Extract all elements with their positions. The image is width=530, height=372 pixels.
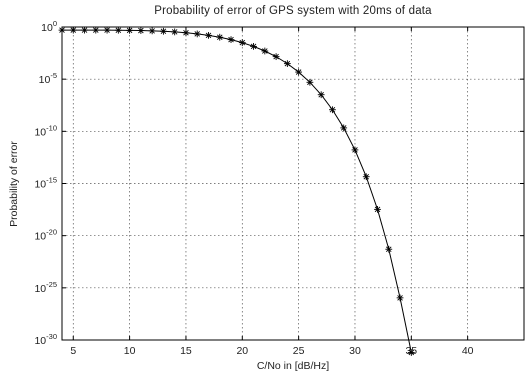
data-point-marker [227, 36, 235, 44]
y-tick-base: 10 [34, 126, 46, 138]
y-tick-label: 100 [41, 19, 57, 34]
y-tick-base: 10 [34, 231, 46, 243]
data-point-marker [92, 26, 100, 34]
grid [62, 26, 524, 341]
y-tick-exponent: -20 [46, 228, 57, 237]
x-tick-label: 5 [70, 345, 76, 357]
data-point-marker [295, 68, 303, 76]
data-point-marker [306, 78, 314, 86]
data-point-marker [160, 27, 167, 35]
y-tick-label: 10-5 [39, 71, 57, 86]
y-tick-label: 10-30 [34, 332, 57, 347]
data-point-marker [261, 47, 269, 55]
data-point-marker [126, 26, 134, 34]
y-tick-base: 10 [41, 22, 53, 34]
data-point-marker [385, 245, 393, 253]
y-tick-exponent: -10 [46, 123, 57, 132]
data-point-marker [103, 26, 111, 34]
chart-title: Probability of error of GPS system with … [154, 5, 432, 17]
data-point-marker [69, 26, 77, 34]
y-tick-exponent: -30 [46, 332, 57, 341]
x-axis-label: C/No in [dB/Hz] [257, 360, 329, 372]
y-tick-label: 10-15 [34, 176, 57, 191]
data-point-marker [81, 26, 88, 34]
data-point-marker [250, 43, 257, 50]
data-point-marker [362, 173, 370, 181]
y-tick-exponent: 0 [53, 19, 57, 28]
y-tick-exponent: -15 [46, 176, 57, 185]
x-tick-label: 30 [349, 345, 361, 357]
data-point-marker [137, 27, 145, 34]
data-point-marker [114, 26, 122, 34]
data-point-marker [283, 60, 291, 68]
data-point-marker [351, 146, 359, 154]
data-point-marker [216, 33, 224, 41]
y-tick-label: 10-25 [34, 280, 57, 295]
y-tick-base: 10 [34, 179, 46, 191]
data-point-marker [182, 29, 190, 37]
data-point-marker [238, 39, 246, 47]
x-tick-label: 40 [462, 345, 474, 357]
series [58, 26, 415, 356]
x-tick-label: 20 [236, 345, 248, 357]
data-point-marker [171, 28, 179, 36]
x-tick-label: 15 [180, 345, 192, 357]
data-point-marker [193, 30, 201, 38]
data-point-marker [340, 124, 348, 132]
y-tick-base: 10 [34, 283, 46, 295]
data-point-marker [317, 91, 325, 99]
y-tick-exponent: -25 [46, 280, 57, 289]
data-point-marker [272, 53, 280, 61]
data-point-marker [407, 349, 415, 356]
y-tick-label: 10-20 [34, 228, 57, 243]
y-tick-label: 10-10 [34, 123, 57, 138]
data-point-marker [205, 31, 212, 39]
data-point-marker [58, 26, 66, 34]
data-point-marker [148, 27, 156, 35]
x-tick-label: 10 [124, 345, 136, 357]
y-tick-base: 10 [34, 335, 46, 347]
x-axis: 5 10 15 20 25 30 35 40 [70, 27, 474, 357]
x-tick-label: 25 [293, 345, 305, 357]
y-axis-label: Probability of error [8, 141, 20, 227]
y-tick-exponent: -5 [50, 71, 57, 80]
series-line [62, 29, 412, 353]
data-point-marker [396, 294, 404, 302]
data-point-marker [329, 106, 336, 114]
data-point-marker [374, 205, 381, 213]
y-tick-base: 10 [39, 74, 51, 86]
